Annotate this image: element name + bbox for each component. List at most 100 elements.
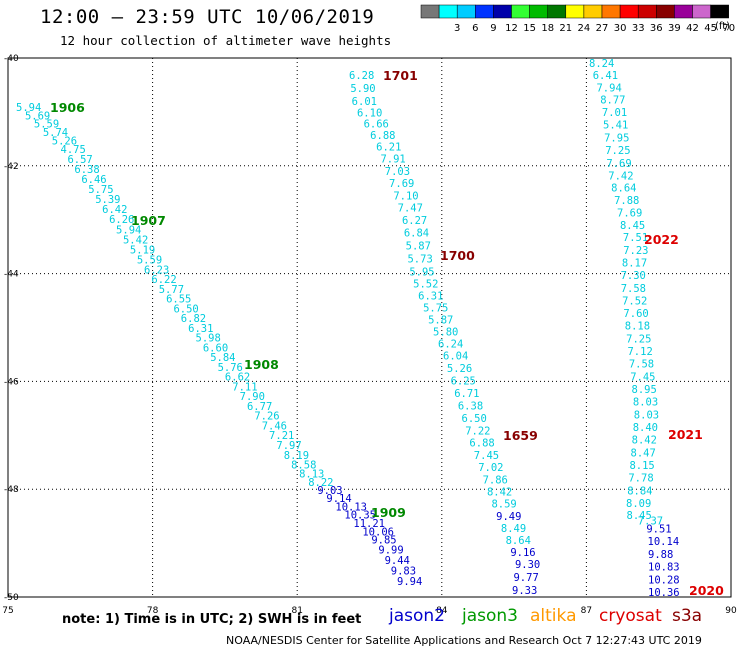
colorbar-swatch <box>511 4 530 19</box>
wave-height-label: 7.26 <box>254 411 279 423</box>
wave-height-label: 5.84 <box>210 352 235 364</box>
wave-height-label: 10.14 <box>648 536 680 548</box>
wave-height-label: 6.38 <box>458 400 483 412</box>
wave-height-label: 8.47 <box>631 447 656 459</box>
wave-height-label: 11.21 <box>353 518 385 530</box>
colorbar-tick-label: 42 <box>686 23 699 34</box>
legend-cryosat: cryosat <box>599 606 662 626</box>
pass-time-label: 1659 <box>503 428 538 443</box>
wave-height-label: 10.35 <box>344 510 376 522</box>
colorbar-swatch <box>565 4 585 19</box>
wave-height-label: 6.21 <box>376 141 401 153</box>
wave-height-label: 6.82 <box>181 313 206 325</box>
colorbar-swatch <box>529 4 548 19</box>
colorbar-swatch <box>583 4 603 19</box>
wave-height-label: 6.66 <box>364 119 389 131</box>
wave-height-label: 10.13 <box>335 501 367 513</box>
wave-height-label: 7.88 <box>614 195 639 207</box>
wave-height-label: 6.88 <box>469 438 494 450</box>
wave-height-label: 8.18 <box>625 321 650 333</box>
wave-height-label: 6.50 <box>173 303 198 315</box>
wave-height-label: 8.49 <box>501 523 526 535</box>
x-tick-label: 90 <box>725 606 737 616</box>
colorbar-tick-label: 45 <box>704 23 717 34</box>
wave-height-label: 5.41 <box>603 120 628 132</box>
wave-height-label: 5.77 <box>159 284 184 296</box>
wave-height-label: 8.59 <box>491 499 516 511</box>
wave-height-label: 8.45 <box>620 220 645 232</box>
wave-height-label: 7.30 <box>621 270 646 282</box>
pass-time-label: 1906 <box>50 100 85 115</box>
wave-height-label: 5.87 <box>428 315 453 327</box>
pass-time-label: 2022 <box>644 232 679 247</box>
legend-jason2: jason2 <box>389 606 445 626</box>
wave-height-label: 5.52 <box>413 279 438 291</box>
wave-height-label: 5.39 <box>95 194 120 206</box>
pass-time-label: 2021 <box>668 427 703 442</box>
wave-height-label: 7.60 <box>623 308 648 320</box>
colorbar-swatch <box>438 4 458 19</box>
wave-height-label: 7.46 <box>262 420 287 432</box>
wave-height-label: 6.55 <box>166 294 191 306</box>
wave-height-label: 7.25 <box>605 145 630 157</box>
wave-height-label: 8.03 <box>634 409 659 421</box>
wave-height-label: 5.94 <box>16 102 41 114</box>
colorbar-tick-label: 3 <box>454 23 460 34</box>
wave-height-label: 5.87 <box>406 241 431 253</box>
wave-height-label: 7.97 <box>276 440 301 452</box>
wave-height-label: 8.84 <box>627 485 652 497</box>
wave-height-label: 7.12 <box>627 346 652 358</box>
pass-time-label: 1908 <box>244 357 279 372</box>
wave-height-label: 7.11 <box>232 381 257 393</box>
wave-height-label: 6.71 <box>454 388 479 400</box>
wave-height-label: 7.23 <box>623 245 648 257</box>
wave-height-label: 8.40 <box>633 422 658 434</box>
wave-height-label: 8.58 <box>291 460 316 472</box>
wave-height-label: 7.94 <box>596 82 621 94</box>
wave-height-label: 7.95 <box>604 132 629 144</box>
wave-height-label: 6.28 <box>349 70 374 82</box>
wave-height-label: 6.41 <box>593 70 618 82</box>
colorbar-tick-label: 15 <box>523 23 536 34</box>
wave-height-label: 6.04 <box>443 351 468 363</box>
pass-time-label: 2020 <box>689 583 724 598</box>
colorbar-tick-label: 18 <box>541 23 554 34</box>
colorbar-swatch <box>710 4 729 19</box>
y-tick-label: -40 <box>4 54 19 64</box>
wave-height-label: 5.75 <box>88 184 113 196</box>
wave-height-label: 7.69 <box>606 158 631 170</box>
colorbar-tick-label: 36 <box>650 23 663 34</box>
wave-height-label: 10.83 <box>648 562 680 574</box>
wave-height-label: 4.75 <box>61 144 86 156</box>
y-tick-label: -44 <box>4 270 19 280</box>
wave-height-label: 5.59 <box>34 119 59 131</box>
legend-jason3: jason3 <box>462 606 518 626</box>
colorbar-tick-label: 6 <box>472 23 478 34</box>
colorbar-tick-label: 27 <box>596 23 609 34</box>
wave-height-label: 9.51 <box>646 523 671 535</box>
wave-height-label: 9.83 <box>391 565 416 577</box>
colorbar-swatch <box>475 4 494 19</box>
map-subtitle: 12 hour collection of altimeter wave hei… <box>60 33 392 48</box>
colorbar-swatch <box>456 4 476 19</box>
wave-height-label: 7.42 <box>608 170 633 182</box>
wave-height-label: 8.64 <box>611 183 636 195</box>
wave-height-label: 9.44 <box>385 555 410 567</box>
wave-height-label: 6.38 <box>74 164 99 176</box>
wave-height-label: 9.88 <box>648 549 673 561</box>
wave-height-label: 8.19 <box>284 450 309 462</box>
wave-height-label: 8.42 <box>632 435 657 447</box>
wave-height-label: 6.24 <box>438 339 463 351</box>
colorbar-swatch <box>420 4 440 19</box>
wave-height-label: 8.17 <box>622 257 647 269</box>
wave-height-label: 8.77 <box>600 94 625 106</box>
wave-height-label: 8.22 <box>308 477 333 489</box>
wave-height-label: 5.26 <box>52 135 77 147</box>
wave-height-label: 6.88 <box>370 130 395 142</box>
wave-height-label: 9.85 <box>371 535 396 547</box>
wave-height-label: 10.06 <box>362 526 394 538</box>
wave-height-label: 8.95 <box>632 384 657 396</box>
colorbar-tick-label: 12 <box>505 23 518 34</box>
wave-height-label: 5.90 <box>350 83 375 95</box>
wave-height-label: 10.36 <box>648 587 680 599</box>
